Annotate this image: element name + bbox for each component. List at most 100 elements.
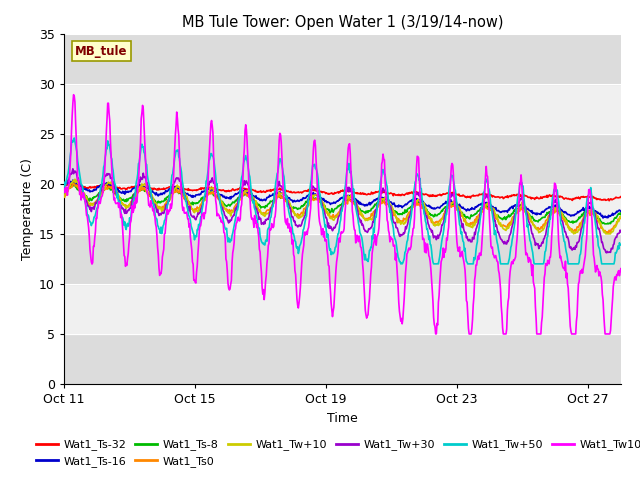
Wat1_Ts-32: [486, 192, 494, 198]
Wat1_Ts-32: [60, 183, 68, 189]
Wat1_Ts0: [349, 200, 357, 205]
Wat1_Ts-8: [486, 205, 494, 211]
Wat1_Tw100: [173, 116, 181, 121]
Wat1_Tw+50: [349, 188, 357, 193]
Wat1_Tw100: [432, 331, 440, 337]
Title: MB Tule Tower: Open Water 1 (3/19/14-now): MB Tule Tower: Open Water 1 (3/19/14-now…: [182, 15, 503, 30]
Wat1_Tw+10: [60, 194, 68, 200]
Wat1_Ts0: [617, 215, 625, 221]
Wat1_Ts0: [396, 217, 404, 223]
Text: MB_tule: MB_tule: [75, 45, 127, 58]
Wat1_Tw100: [60, 186, 68, 192]
Bar: [64, 284, 621, 334]
Wat1_Ts-32: [617, 194, 625, 200]
Wat1_Ts0: [486, 206, 494, 212]
Wat1_Ts-8: [600, 221, 608, 227]
Wat1_Tw+50: [397, 261, 404, 267]
Wat1_Tw+10: [349, 195, 357, 201]
Wat1_Ts-16: [60, 182, 68, 188]
Wat1_Tw100: [617, 266, 625, 272]
Line: Wat1_Ts0: Wat1_Ts0: [64, 183, 621, 233]
Wat1_Tw+30: [617, 229, 625, 235]
Line: Wat1_Ts-16: Wat1_Ts-16: [64, 180, 621, 218]
Wat1_Tw+50: [617, 242, 625, 248]
Wat1_Tw100: [70, 92, 77, 97]
Wat1_Ts0: [605, 230, 612, 236]
Wat1_Tw+10: [173, 182, 181, 188]
Line: Wat1_Tw+30: Wat1_Tw+30: [64, 169, 621, 253]
Wat1_Ts-8: [173, 189, 181, 195]
Wat1_Tw+30: [603, 250, 611, 256]
Wat1_Ts-8: [60, 190, 68, 196]
Wat1_Ts0: [60, 193, 68, 199]
Wat1_Ts0: [173, 189, 181, 194]
Wat1_Ts-8: [70, 181, 78, 187]
Wat1_Ts0: [70, 180, 77, 186]
Wat1_Tw+50: [487, 204, 495, 210]
Wat1_Ts-8: [136, 187, 143, 192]
Wat1_Ts0: [124, 204, 132, 210]
Wat1_Tw100: [124, 251, 132, 256]
Wat1_Ts-32: [349, 190, 357, 195]
Wat1_Tw+30: [396, 234, 404, 240]
Wat1_Ts-16: [136, 182, 143, 188]
Line: Wat1_Ts-32: Wat1_Ts-32: [64, 184, 621, 201]
Wat1_Tw100: [396, 313, 404, 319]
Wat1_Ts-8: [349, 199, 357, 205]
Legend: Wat1_Ts-32, Wat1_Ts-16, Wat1_Ts-8, Wat1_Ts0, Wat1_Tw+10, Wat1_Tw+30, Wat1_Tw+50,: Wat1_Ts-32, Wat1_Ts-16, Wat1_Ts-8, Wat1_…: [31, 435, 640, 471]
Wat1_Tw+30: [124, 207, 132, 213]
Wat1_Ts-32: [605, 198, 613, 204]
Wat1_Ts-32: [396, 192, 404, 198]
Wat1_Ts-32: [68, 181, 76, 187]
Wat1_Tw+50: [70, 135, 78, 141]
Wat1_Ts-16: [486, 203, 494, 209]
Wat1_Ts-16: [599, 215, 607, 221]
Wat1_Ts-16: [396, 204, 404, 209]
Wat1_Tw+30: [60, 183, 68, 189]
Line: Wat1_Tw+50: Wat1_Tw+50: [64, 138, 621, 264]
Wat1_Ts-32: [124, 185, 132, 191]
Wat1_Ts-8: [617, 212, 625, 217]
Wat1_Tw+50: [396, 259, 404, 264]
Wat1_Tw+50: [60, 185, 68, 191]
Bar: [64, 184, 621, 234]
X-axis label: Time: Time: [327, 411, 358, 425]
Wat1_Ts-8: [124, 196, 132, 202]
Line: Wat1_Tw100: Wat1_Tw100: [64, 95, 621, 334]
Bar: [64, 84, 621, 134]
Wat1_Tw+10: [570, 231, 577, 237]
Wat1_Tw+50: [173, 148, 181, 154]
Wat1_Tw+10: [124, 203, 132, 209]
Wat1_Tw+30: [173, 176, 181, 182]
Wat1_Tw+10: [396, 219, 404, 225]
Wat1_Ts-16: [69, 177, 77, 183]
Wat1_Tw+30: [69, 166, 77, 172]
Wat1_Ts-32: [136, 183, 143, 189]
Wat1_Ts-16: [617, 209, 625, 215]
Wat1_Tw+10: [136, 184, 143, 190]
Wat1_Ts-8: [396, 211, 404, 216]
Bar: [64, 34, 621, 84]
Y-axis label: Temperature (C): Temperature (C): [20, 158, 33, 260]
Bar: [64, 134, 621, 184]
Wat1_Tw+10: [617, 215, 625, 220]
Wat1_Tw+50: [124, 223, 132, 229]
Wat1_Tw100: [487, 243, 495, 249]
Wat1_Tw+30: [136, 180, 143, 185]
Wat1_Tw+10: [71, 176, 79, 182]
Line: Wat1_Tw+10: Wat1_Tw+10: [64, 179, 621, 234]
Wat1_Ts-32: [173, 185, 181, 191]
Wat1_Tw+10: [486, 204, 494, 210]
Bar: [64, 234, 621, 284]
Wat1_Tw100: [136, 152, 143, 158]
Wat1_Ts-16: [124, 190, 132, 195]
Wat1_Tw+30: [486, 201, 494, 207]
Wat1_Tw+50: [136, 156, 143, 161]
Wat1_Ts-16: [173, 185, 181, 191]
Wat1_Ts-16: [349, 196, 357, 202]
Wat1_Tw+30: [349, 192, 357, 198]
Line: Wat1_Ts-8: Wat1_Ts-8: [64, 184, 621, 224]
Bar: [64, 334, 621, 384]
Wat1_Tw100: [349, 213, 357, 219]
Wat1_Ts0: [136, 188, 143, 194]
